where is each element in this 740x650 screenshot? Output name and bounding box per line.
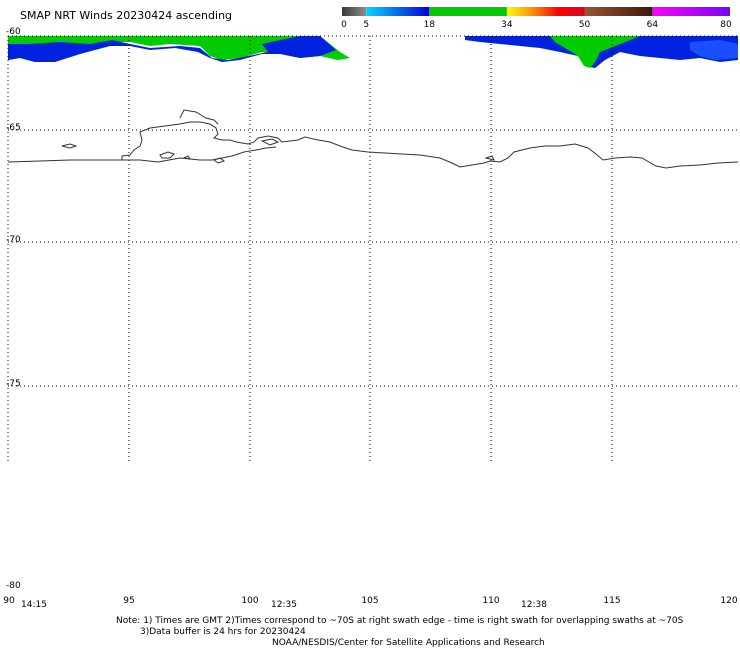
- lat-label-70: -70: [6, 235, 21, 245]
- lat-label-75: -75: [6, 379, 21, 389]
- colorbar-label: 18: [423, 20, 436, 30]
- wind-swath-east: [465, 36, 738, 68]
- wind-swath-west: [8, 36, 350, 62]
- footnote: Note: 1) Times are GMT 2)Times correspon…: [116, 616, 683, 649]
- lat-label-80: -80: [6, 581, 21, 591]
- colorbar-segment: [429, 7, 507, 16]
- colorbar-segment: [342, 7, 367, 16]
- footnote-line-2: 3)Data buffer is 24 hrs for 20230424: [140, 627, 306, 637]
- colorbar-label: 34: [501, 20, 513, 30]
- antarctica-coastline: [7, 109, 739, 169]
- lat-label-60: -60: [6, 27, 21, 37]
- lon-label-105: 105: [361, 596, 379, 606]
- colorbar-segment: [366, 7, 430, 16]
- swath-time-1: 14:15: [21, 600, 47, 610]
- colorbar-segment: [652, 7, 730, 16]
- footnote-credit: NOAA/NESDIS/Center for Satellite Applica…: [272, 638, 545, 648]
- lon-label-110: 110: [482, 596, 500, 606]
- wind-speed-colorbar: [342, 7, 730, 16]
- lon-label-120: 120: [720, 596, 738, 606]
- colorbar-label: 64: [646, 20, 659, 30]
- lon-label-90: 90: [3, 596, 15, 606]
- swath-time-2: 12:35: [271, 600, 297, 610]
- lon-label-115: 115: [603, 596, 621, 606]
- lon-label-100: 100: [241, 596, 259, 606]
- swath-time-3: 12:38: [521, 600, 547, 610]
- lat-label-65: -65: [6, 123, 21, 133]
- colorbar-segment: [506, 7, 585, 16]
- colorbar-label: 50: [578, 20, 591, 30]
- colorbar-segment: [584, 7, 653, 16]
- map-title: SMAP NRT Winds 20230424 ascending: [20, 9, 233, 22]
- map-grid: [7, 35, 738, 464]
- colorbar-label: 0: [341, 20, 347, 30]
- footnote-line-1: Note: 1) Times are GMT 2)Times correspon…: [116, 616, 684, 626]
- colorbar-label: 5: [363, 20, 370, 30]
- lon-label-95: 95: [123, 596, 135, 606]
- colorbar-label: 80: [720, 20, 732, 30]
